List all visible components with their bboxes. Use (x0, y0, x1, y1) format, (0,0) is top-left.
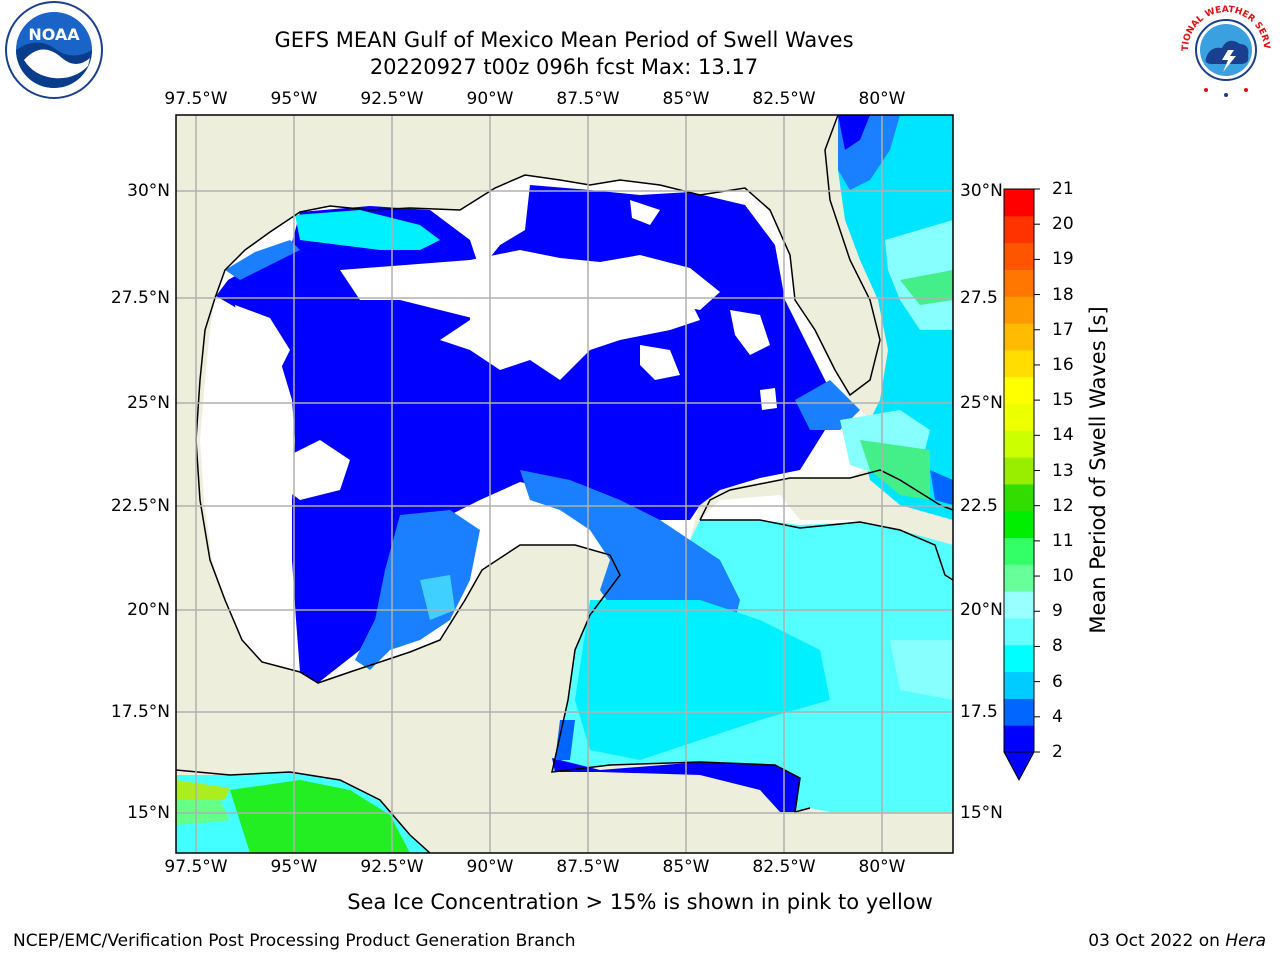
colorbar-tick-label: 4 (1052, 706, 1063, 727)
lon-tick-label: 80°W (858, 857, 906, 877)
footer-credit: NCEP/EMC/Verification Post Processing Pr… (13, 931, 576, 951)
lon-tick-label: 82.5°W (752, 89, 816, 109)
lat-tick-label: 15°N (960, 803, 1003, 823)
page-title: GEFS MEAN Gulf of Mexico Mean Period of … (274, 28, 854, 52)
lat-tick-label: 22.5°N (110, 496, 170, 516)
lat-tick-label: 25°N (960, 393, 1003, 413)
colorbar-segment (1004, 296, 1034, 324)
lon-tick-label: 85°W (662, 857, 710, 877)
coastline (195, 297, 811, 814)
lon-tick-label: 87.5°W (556, 857, 620, 877)
colorbar-tick-label: 13 (1052, 460, 1074, 481)
swell-band-6s (295, 210, 440, 250)
map-frame (175, 114, 954, 854)
colorbar-segment (1004, 189, 1034, 217)
colorbar-tick-label: 9 (1052, 601, 1063, 622)
swell-band-4s (355, 510, 480, 670)
colorbar-tick-label: 19 (1052, 249, 1074, 270)
colorbar-tick-label: 11 (1052, 530, 1074, 551)
lon-tick-label: 90°W (466, 89, 514, 109)
colorbar-tick-label: 10 (1052, 566, 1074, 587)
colorbar-tick-label: 16 (1052, 354, 1074, 375)
colorbar-segment (1004, 564, 1034, 592)
colorbar-segment (1004, 483, 1034, 512)
colorbar-tick-label: 18 (1052, 284, 1074, 305)
nws-logo: NATIONAL WEATHER SERVICE (1176, 2, 1272, 97)
colorbar-segment (1004, 430, 1034, 458)
colorbar-segment (1004, 457, 1034, 485)
lat-tick-label: 22.5 (960, 496, 998, 516)
sea-ice-note: Sea Ice Concentration > 15% is shown in … (347, 890, 933, 914)
lat-tick-label: 30°N (960, 181, 1003, 201)
colorbar-tick-label: 17 (1052, 319, 1074, 340)
lat-tick-label: 20°N (127, 600, 170, 620)
lon-tick-label: 82.5°W (752, 857, 816, 877)
colorbar-tick-label: 20 (1052, 214, 1074, 235)
page-subtitle: 20220927 t00z 096h fcst Max: 13.17 (369, 55, 759, 79)
colorbar-segment (1004, 591, 1034, 619)
lon-tick-label: 92.5°W (360, 857, 424, 877)
colorbar-segment (1004, 215, 1034, 244)
colorbar-tick-label: 6 (1052, 671, 1063, 692)
footer-date: 03 Oct 2022 on Hera (1088, 931, 1266, 951)
lat-tick-label: 20°N (960, 600, 1003, 620)
colorbar-segment (1004, 349, 1034, 378)
lat-tick-label: 27.5°N (110, 288, 170, 308)
lon-tick-label: 97.5°W (164, 89, 228, 109)
lat-tick-label: 15°N (127, 803, 170, 823)
lat-tick-label: 17.5°N (110, 702, 170, 722)
colorbar-segment (1004, 698, 1034, 726)
noaa-logo: NOAA (5, 1, 103, 99)
colorbar (1003, 188, 1040, 782)
footer-machine: Hera (1225, 931, 1266, 951)
atlantic-water (838, 115, 953, 520)
colorbar-tick-label: 12 (1052, 495, 1074, 516)
lat-tick-label: 27.5 (960, 288, 998, 308)
svg-text:NOAA: NOAA (28, 25, 80, 44)
colorbar-tick-label: 8 (1052, 636, 1063, 657)
lon-tick-label: 95°W (270, 89, 318, 109)
colorbar-label: Mean Period of Swell Waves [s] (1086, 306, 1110, 634)
lat-tick-label: 17.5 (960, 702, 998, 722)
colorbar-segment (1004, 617, 1034, 646)
colorbar-segment (1004, 403, 1034, 431)
colorbar-segment (1004, 242, 1034, 270)
colorbar-segment (1004, 510, 1034, 539)
colorbar-segment (1004, 644, 1034, 673)
lon-tick-label: 87.5°W (556, 89, 620, 109)
colorbar-extend-min (1003, 751, 1035, 782)
colorbar-tick-label: 15 (1052, 390, 1074, 411)
colorbar-segment (1004, 376, 1034, 404)
footer-date-text: 03 Oct 2022 on (1088, 931, 1226, 951)
lon-tick-label: 90°W (466, 857, 514, 877)
colorbar-tick-label: 14 (1052, 425, 1074, 446)
colorbar-segment (1004, 725, 1034, 753)
graticule (176, 115, 953, 853)
colorbar-segment (1004, 671, 1034, 699)
colorbar-segment (1004, 269, 1034, 297)
colorbar-tick-label: 21 (1052, 179, 1074, 199)
lon-tick-label: 97.5°W (164, 857, 228, 877)
lat-tick-label: 25°N (127, 393, 170, 413)
lon-tick-label: 95°W (270, 857, 318, 877)
colorbar-segment (1004, 323, 1034, 351)
lon-tick-label: 80°W (858, 89, 906, 109)
colorbar-tick-label: 2 (1052, 742, 1063, 762)
colorbar-segment (1004, 537, 1034, 565)
lon-tick-label: 85°W (662, 89, 710, 109)
lon-tick-label: 92.5°W (360, 89, 424, 109)
lat-tick-label: 30°N (127, 181, 170, 201)
